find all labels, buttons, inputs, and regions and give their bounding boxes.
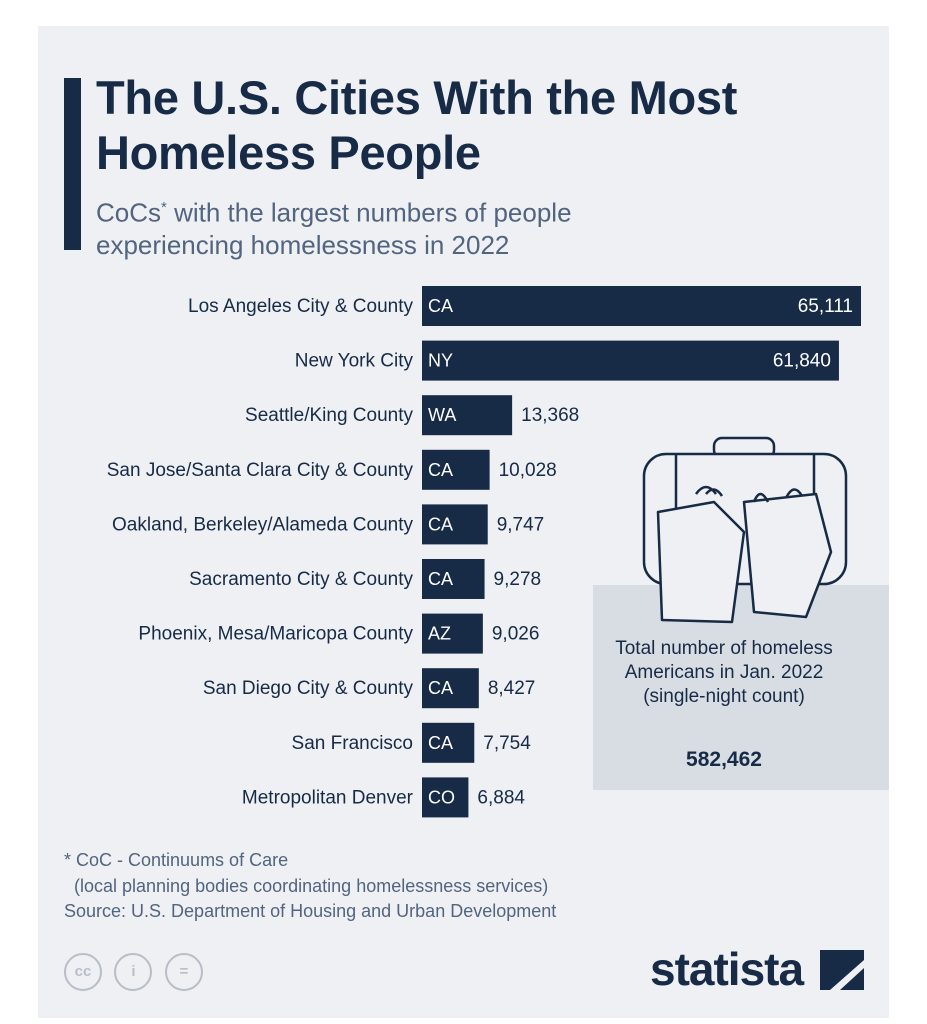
bar	[422, 395, 513, 436]
bar-value-label: 10,028	[499, 460, 557, 481]
bar-state-code: CA	[428, 733, 453, 753]
bar-category-label: Oakland, Berkeley/Alameda County	[112, 514, 413, 535]
bar	[422, 504, 488, 545]
bar-category-label: San Jose/Santa Clara City & County	[107, 460, 414, 481]
chart-title: The U.S. Cities With the Most Homeless P…	[96, 71, 738, 179]
bar-value-label: 65,111	[798, 296, 853, 317]
bar-category-label: Seattle/King County	[245, 405, 413, 426]
footnote-line-2: (local planning bodies coordinating home…	[64, 876, 549, 896]
bar-state-code: WA	[428, 405, 456, 425]
bar-state-code: CA	[428, 569, 453, 589]
no-derivatives-icon: =	[164, 953, 203, 991]
bar-value-label: 8,427	[488, 678, 536, 699]
bar-category-label: New York City	[295, 351, 414, 372]
bar-state-code: CA	[428, 460, 453, 480]
bar-state-code: CA	[428, 296, 453, 316]
footnote-line-1: * CoC - Continuums of Care	[64, 850, 289, 870]
bar-state-code: CA	[428, 678, 453, 698]
bar-category-label: Sacramento City & County	[189, 569, 413, 590]
bar-state-code: CA	[428, 514, 453, 534]
bar	[422, 777, 469, 818]
bar-category-label: Metropolitan Denver	[242, 787, 414, 808]
bar	[422, 613, 483, 654]
bar-value-label: 9,278	[494, 569, 542, 590]
cc-icon: cc	[64, 953, 102, 991]
footnote: * CoC - Continuums of Care (local planni…	[64, 847, 548, 899]
bar-category-label: Phoenix, Mesa/Maricopa County	[138, 624, 413, 645]
source-note: Source: U.S. Department of Housing and U…	[64, 901, 557, 921]
attribution-icon: i	[114, 953, 153, 991]
bar	[422, 668, 479, 709]
bar	[422, 286, 861, 326]
bar-value-label: 9,747	[497, 514, 545, 535]
luggage-bags-icon	[642, 436, 848, 624]
title-accent-bar	[64, 78, 81, 250]
statista-logo-icon	[820, 950, 864, 990]
bar-value-label: 7,754	[483, 733, 531, 754]
bar-value-label: 9,026	[492, 624, 540, 645]
bar-state-code: NY	[428, 351, 453, 371]
bar-category-label: San Diego City & County	[203, 678, 414, 699]
license-icons: cc i =	[64, 953, 211, 991]
bar-category-label: San Francisco	[292, 733, 413, 754]
bar-value-label: 61,840	[773, 351, 831, 372]
subtitle-footnote-mark: *	[161, 199, 167, 216]
bar	[422, 559, 485, 599]
total-value: 582,462	[686, 748, 762, 771]
total-label: Total number of homeless Americans in Ja…	[615, 638, 833, 707]
statista-logo-text: statista	[650, 943, 804, 995]
subtitle-rest: with the largest numbers of people exper…	[96, 197, 572, 260]
bar-category-label: Los Angeles City & County	[188, 296, 413, 317]
bar-state-code: AZ	[428, 624, 451, 644]
bar-chart: Los Angeles City & County CA 65,111 New Yor…	[107, 286, 861, 818]
bar-value-label: 6,884	[477, 787, 525, 808]
bar	[422, 722, 475, 763]
subtitle-main: CoCs	[96, 197, 162, 228]
total-box	[593, 585, 889, 790]
bar-state-code: CO	[428, 787, 455, 807]
chart-subtitle: CoCs* with the largest numbers of people…	[96, 192, 716, 261]
bar	[422, 340, 839, 381]
bar	[422, 449, 490, 490]
bar-value-label: 13,368	[521, 405, 579, 426]
